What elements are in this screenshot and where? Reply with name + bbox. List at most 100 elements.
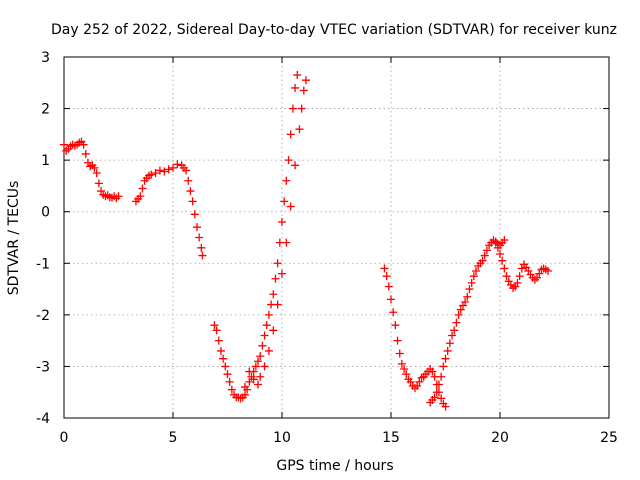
y-tick-label: 1	[41, 153, 50, 169]
data-point	[441, 354, 450, 363]
data-point	[428, 367, 437, 376]
data-point	[454, 310, 463, 319]
chart-title: Day 252 of 2022, Sidereal Day-to-day VTE…	[51, 22, 617, 38]
data-point	[291, 161, 300, 170]
data-point	[262, 321, 271, 330]
data-point	[198, 251, 207, 260]
y-tick-label: -2	[36, 308, 50, 324]
data-point	[434, 380, 443, 389]
data-point	[260, 331, 269, 340]
data-point	[415, 377, 424, 386]
data-point	[469, 272, 478, 281]
data-point	[269, 326, 278, 335]
data-point	[264, 346, 273, 355]
data-point	[397, 359, 406, 368]
y-tick-labels: -4 -3 -2 -1 0 1 2 3	[36, 50, 50, 427]
data-point	[192, 223, 201, 232]
data-point	[188, 197, 197, 206]
data-point	[406, 377, 415, 386]
data-point	[282, 176, 291, 185]
data-point	[90, 163, 99, 172]
data-point	[173, 160, 182, 169]
data-point	[288, 104, 297, 113]
data-point	[286, 202, 295, 211]
data-point	[297, 104, 306, 113]
data-point	[245, 377, 254, 386]
data-point	[535, 269, 544, 278]
y-tick-label: 3	[41, 50, 50, 66]
data-point	[463, 292, 472, 301]
data-point	[273, 259, 282, 268]
data-point	[293, 71, 302, 80]
data-point	[391, 321, 400, 330]
grid-lines	[64, 57, 609, 418]
data-point	[94, 179, 103, 188]
data-point	[245, 367, 254, 376]
data-point	[92, 169, 101, 178]
data-point	[219, 354, 228, 363]
data-point	[491, 238, 500, 247]
data-point	[254, 357, 263, 366]
data-point	[260, 362, 269, 371]
y-tick-label: -3	[36, 359, 50, 375]
data-point	[264, 310, 273, 319]
data-point	[437, 372, 446, 381]
data-point	[461, 297, 470, 306]
x-tick-label: 20	[491, 430, 509, 446]
y-tick-label: 2	[41, 102, 50, 118]
data-point	[496, 250, 504, 259]
x-tick-label: 25	[600, 430, 618, 446]
data-point	[138, 184, 147, 193]
data-point	[515, 272, 524, 281]
data-point	[278, 269, 286, 278]
data-point	[291, 83, 300, 92]
data-point	[251, 362, 260, 371]
data-point	[400, 365, 409, 374]
data-point	[452, 318, 461, 327]
data-point	[465, 285, 474, 294]
axis-ticks	[63, 56, 610, 419]
data-point	[271, 274, 280, 283]
data-point	[147, 170, 156, 179]
data-point	[169, 163, 177, 172]
data-point	[395, 349, 404, 358]
x-axis-label: GPS time / hours	[276, 458, 393, 474]
data-point	[500, 264, 509, 273]
data-point	[223, 370, 232, 379]
data-point	[256, 352, 265, 361]
data-point	[500, 236, 509, 245]
data-point	[472, 267, 481, 276]
data-point	[284, 156, 293, 165]
data-point	[164, 165, 173, 174]
data-point	[256, 372, 265, 381]
data-point	[480, 251, 489, 260]
y-axis-label: SDTVAR / TECUs	[6, 181, 22, 296]
data-point	[273, 300, 282, 309]
data-point	[382, 272, 391, 281]
data-point	[437, 394, 446, 403]
data-point	[456, 305, 465, 314]
data-points	[60, 71, 552, 411]
data-point	[478, 256, 487, 265]
data-point	[439, 362, 448, 371]
data-point	[450, 326, 459, 335]
x-tick-labels: 0 5 10 15 20 25	[60, 430, 618, 446]
data-point	[402, 370, 411, 379]
data-point	[214, 336, 223, 345]
data-point	[445, 339, 454, 348]
data-point	[278, 218, 286, 227]
data-point	[60, 140, 68, 149]
data-point	[493, 243, 502, 252]
x-tick-label: 10	[273, 430, 291, 446]
x-tick-label: 0	[60, 430, 69, 446]
data-point	[389, 308, 398, 317]
data-point	[301, 76, 310, 85]
data-point	[387, 295, 395, 304]
data-point	[197, 243, 206, 252]
x-tick-label: 5	[169, 430, 178, 446]
data-point	[258, 341, 267, 350]
data-point	[210, 321, 219, 330]
data-point	[533, 273, 542, 282]
plot-frame	[63, 56, 610, 419]
